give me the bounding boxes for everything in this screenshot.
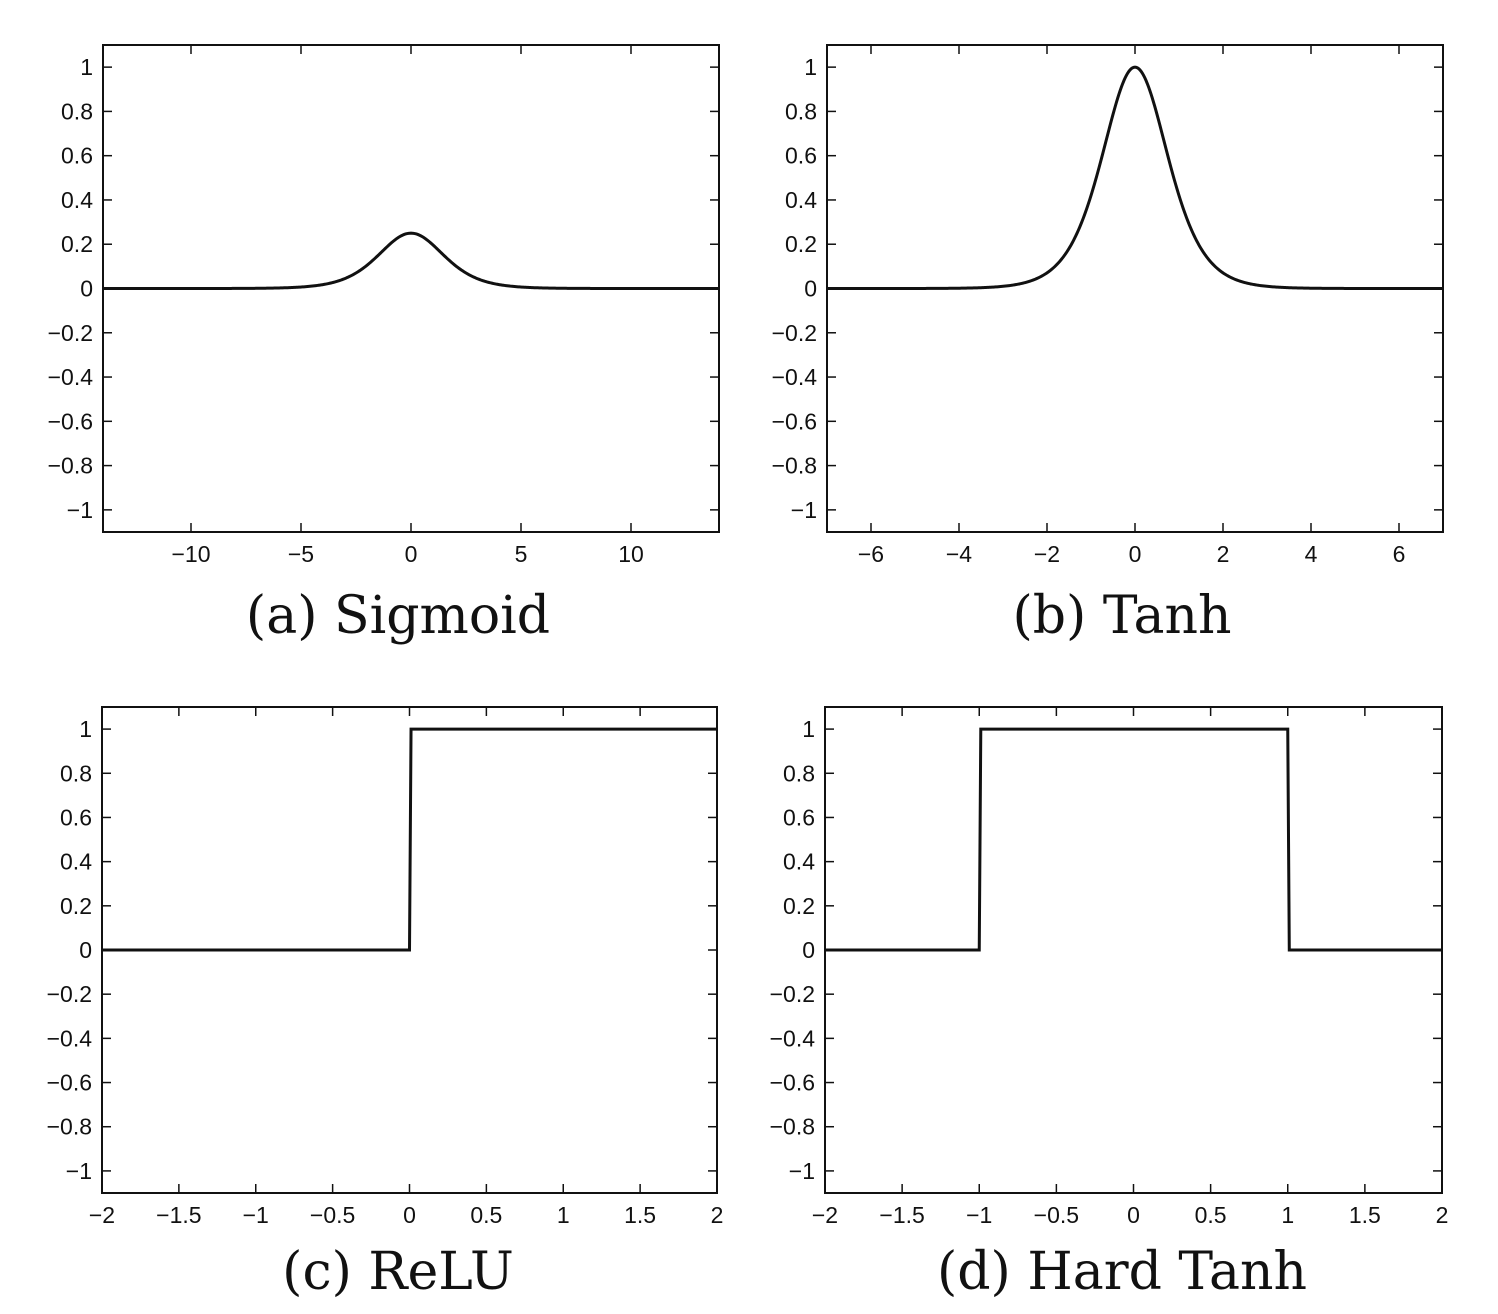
x-tick-label-relu: 0.5 bbox=[470, 1202, 502, 1228]
y-tick-label-hard-tanh: −1 bbox=[789, 1158, 815, 1184]
y-tick-label-relu: 1 bbox=[79, 716, 92, 742]
y-tick-label-tanh: 0 bbox=[804, 276, 817, 302]
y-tick-label-sigmoid: −0.8 bbox=[48, 453, 93, 479]
y-tick-label-hard-tanh: 0 bbox=[802, 937, 815, 963]
y-tick-label-sigmoid: −0.4 bbox=[48, 364, 94, 390]
y-tick-label-sigmoid: −0.6 bbox=[48, 408, 93, 434]
y-tick-label-relu: 0.8 bbox=[60, 760, 92, 786]
curve-relu bbox=[102, 727, 717, 952]
y-tick-label-relu: 0.4 bbox=[60, 849, 92, 875]
y-tick-label-relu: −0.8 bbox=[47, 1114, 92, 1140]
panel-tanh: −6 −4 −2 0 2 4 6 1 0.8 0.6 0.4 0.2 0 −0.2 −0.4 −0.6 −0.8… bbox=[772, 44, 1444, 567]
y-tick-label-sigmoid: 0 bbox=[80, 276, 93, 302]
y-tick-label-relu: 0.2 bbox=[60, 893, 92, 919]
y-tick-label-hard-tanh: 0.8 bbox=[783, 760, 815, 786]
x-tick-label-tanh: −4 bbox=[946, 541, 972, 567]
y-tick-label-tanh: −0.2 bbox=[772, 320, 817, 346]
y-tick-label-sigmoid: 0.2 bbox=[61, 231, 93, 257]
x-tick-label-relu: 0 bbox=[403, 1202, 416, 1228]
y-tick-label-sigmoid: 0.8 bbox=[61, 98, 93, 124]
x-tick-label-tanh: −6 bbox=[858, 541, 884, 567]
x-tick-label-tanh: 6 bbox=[1393, 541, 1406, 567]
x-tick-label-relu: −1.5 bbox=[156, 1202, 201, 1228]
y-tick-label-tanh: −0.8 bbox=[772, 453, 817, 479]
curve-tanh bbox=[827, 65, 1443, 290]
x-tick-label-relu: −2 bbox=[89, 1202, 115, 1228]
y-tick-label-tanh: 1 bbox=[804, 54, 817, 80]
y-tick-label-hard-tanh: 1 bbox=[802, 716, 815, 742]
x-tick-label-hard-tanh: −0.5 bbox=[1034, 1202, 1079, 1228]
x-tick-label-hard-tanh: 2 bbox=[1436, 1202, 1449, 1228]
panel-relu: −2 −1.5 −1 −0.5 0 0.5 1 1.5 2 1 0.8 0.6 0.4 0.2 0 −0.2 −… bbox=[47, 706, 724, 1228]
x-tick-label-relu: −0.5 bbox=[310, 1202, 355, 1228]
y-tick-label-sigmoid: 1 bbox=[80, 54, 93, 80]
y-tick-label-tanh: 0.6 bbox=[785, 143, 817, 169]
x-tick-label-tanh: 2 bbox=[1217, 541, 1230, 567]
curve-sigmoid bbox=[103, 231, 719, 290]
y-tick-label-tanh: −1 bbox=[791, 497, 817, 523]
y-tick-label-tanh: 0.2 bbox=[785, 231, 817, 257]
x-tick-label-tanh: 4 bbox=[1305, 541, 1318, 567]
x-tick-label-relu: 2 bbox=[711, 1202, 724, 1228]
y-tick-label-tanh: 0.8 bbox=[785, 98, 817, 124]
caption-sigmoid: (a) Sigmoid bbox=[245, 586, 551, 646]
y-tick-label-hard-tanh: 0.6 bbox=[783, 804, 815, 830]
x-tick-label-sigmoid: 5 bbox=[515, 541, 528, 567]
y-tick-label-relu: −1 bbox=[66, 1158, 92, 1184]
x-tick-label-relu: 1.5 bbox=[624, 1202, 656, 1228]
x-tick-label-hard-tanh: −1.5 bbox=[879, 1202, 924, 1228]
y-tick-label-relu: 0.6 bbox=[60, 804, 92, 830]
y-tick-label-tanh: 0.4 bbox=[785, 187, 817, 213]
y-tick-label-sigmoid: 0.6 bbox=[61, 143, 93, 169]
panel-sigmoid: −10 −5 0 5 10 1 0.8 0.6 0.4 0.2 0 −0.2 −0.4 −0.6 −0.8 −… bbox=[48, 44, 720, 567]
y-tick-label-relu: −0.6 bbox=[47, 1070, 92, 1096]
x-tick-label-sigmoid: −10 bbox=[171, 541, 210, 567]
y-tick-label-hard-tanh: 0.2 bbox=[783, 893, 815, 919]
y-tick-label-sigmoid: −1 bbox=[67, 497, 93, 523]
y-tick-label-tanh: −0.6 bbox=[772, 408, 817, 434]
curve-hard-tanh bbox=[825, 727, 1442, 952]
x-tick-label-hard-tanh: 1 bbox=[1281, 1202, 1294, 1228]
caption-tanh: (b) Tanh bbox=[1012, 586, 1232, 646]
caption-hard-tanh: (d) Hard Tanh bbox=[936, 1242, 1308, 1302]
x-tick-label-hard-tanh: −1 bbox=[966, 1202, 992, 1228]
x-tick-label-sigmoid: −5 bbox=[288, 541, 314, 567]
y-tick-label-relu: 0 bbox=[79, 937, 92, 963]
x-tick-label-hard-tanh: 0 bbox=[1127, 1202, 1140, 1228]
x-tick-label-sigmoid: 10 bbox=[618, 541, 644, 567]
y-tick-label-hard-tanh: −0.6 bbox=[770, 1070, 815, 1096]
caption-relu: (c) ReLU bbox=[282, 1242, 514, 1302]
y-tick-label-hard-tanh: −0.4 bbox=[770, 1025, 816, 1051]
x-tick-label-tanh: −2 bbox=[1034, 541, 1060, 567]
x-tick-label-relu: −1 bbox=[243, 1202, 269, 1228]
y-tick-label-hard-tanh: −0.2 bbox=[770, 981, 815, 1007]
y-tick-label-hard-tanh: −0.8 bbox=[770, 1114, 815, 1140]
y-tick-label-relu: −0.2 bbox=[47, 981, 92, 1007]
x-tick-label-sigmoid: 0 bbox=[405, 541, 418, 567]
x-tick-label-hard-tanh: 1.5 bbox=[1349, 1202, 1381, 1228]
x-tick-label-hard-tanh: −2 bbox=[812, 1202, 838, 1228]
y-tick-label-sigmoid: −0.2 bbox=[48, 320, 93, 346]
panel-hard-tanh: −2 −1.5 −1 −0.5 0 0.5 1 1.5 2 1 0.8 0.6 0.4 0.2 0 −0.2 −… bbox=[770, 706, 1449, 1228]
x-tick-label-tanh: 0 bbox=[1129, 541, 1142, 567]
y-tick-label-sigmoid: 0.4 bbox=[61, 187, 93, 213]
y-tick-label-hard-tanh: 0.4 bbox=[783, 849, 815, 875]
y-tick-label-tanh: −0.4 bbox=[772, 364, 818, 390]
x-tick-label-hard-tanh: 0.5 bbox=[1195, 1202, 1227, 1228]
x-tick-label-relu: 1 bbox=[557, 1202, 570, 1228]
y-tick-label-relu: −0.4 bbox=[47, 1025, 93, 1051]
